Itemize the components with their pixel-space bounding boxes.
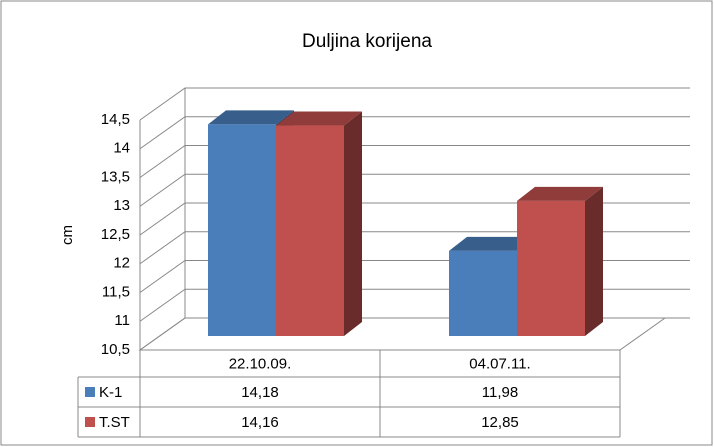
x-tick-label: 22.10.09. bbox=[229, 355, 292, 372]
data-label: 11,98 bbox=[482, 384, 518, 401]
legend-label: T.ST bbox=[99, 414, 130, 431]
data-label: 14,18 bbox=[241, 384, 279, 401]
grid-line bbox=[139, 173, 690, 207]
data-label: 12,85 bbox=[481, 414, 519, 431]
y-tick-label: 14 bbox=[113, 140, 130, 157]
data-label: 14,16 bbox=[241, 414, 279, 431]
chart-title: Duljina korijena bbox=[302, 31, 432, 52]
y-tick-label: 14,5 bbox=[101, 111, 130, 128]
bar-top bbox=[276, 111, 362, 126]
bar bbox=[449, 250, 517, 336]
legend-label: K-1 bbox=[99, 384, 122, 401]
bar bbox=[276, 125, 344, 336]
grid-line bbox=[139, 87, 690, 121]
y-tick-label: 12,5 bbox=[101, 226, 130, 243]
bar-side bbox=[585, 186, 603, 336]
grid-line bbox=[139, 145, 690, 178]
bar bbox=[208, 124, 276, 337]
grid-line bbox=[139, 116, 690, 150]
y-tick-label: 10,5 bbox=[101, 341, 130, 358]
y-tick-label: 11,5 bbox=[102, 283, 130, 300]
y-tick-label: 13 bbox=[113, 197, 130, 214]
bar-top bbox=[449, 236, 535, 251]
y-tick-label: 13,5 bbox=[101, 168, 130, 185]
bar-side bbox=[344, 111, 362, 336]
bar-top bbox=[517, 186, 603, 201]
x-tick-label: 04.07.11. bbox=[469, 355, 530, 372]
bar-top bbox=[208, 110, 294, 125]
y-tick-label: 11 bbox=[114, 312, 130, 329]
legend-swatch bbox=[85, 417, 95, 427]
bar bbox=[517, 200, 585, 336]
y-axis-label: cm bbox=[59, 225, 76, 245]
y-tick-label: 12 bbox=[113, 255, 130, 272]
legend-swatch bbox=[85, 387, 95, 397]
